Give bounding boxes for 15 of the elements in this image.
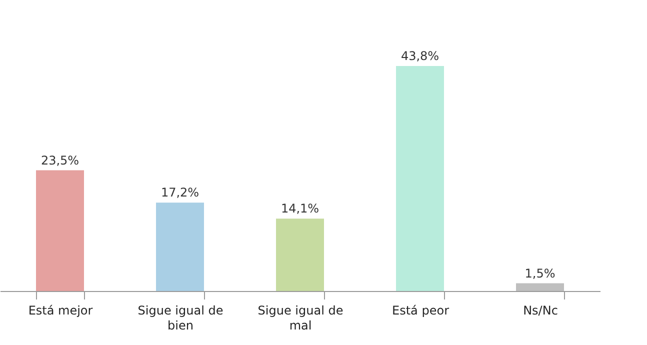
bar xyxy=(516,283,564,291)
data-label: 23,5% xyxy=(40,153,80,168)
bar xyxy=(396,66,444,291)
x-tick-label: Ns/Nc xyxy=(523,304,558,318)
data-label: 43,8% xyxy=(400,49,440,63)
bar xyxy=(156,202,204,291)
data-label: 14,1% xyxy=(280,202,320,216)
bar xyxy=(36,170,84,291)
data-label: 17,2% xyxy=(160,186,200,200)
x-tick-label: Está mejor xyxy=(28,304,93,318)
x-tick-label: Sigue igual de bien xyxy=(138,304,224,332)
bar xyxy=(276,218,324,291)
x-tick-label: Sigue igual de mal xyxy=(258,304,344,332)
data-label: 1,5% xyxy=(524,266,556,280)
x-tick-label: Está peor xyxy=(392,304,450,318)
